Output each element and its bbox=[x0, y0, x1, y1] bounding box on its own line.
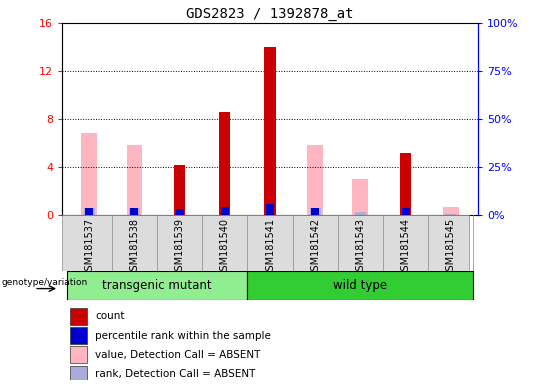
Bar bbox=[265, 47, 275, 215]
Bar bbox=[221, 207, 229, 215]
Bar bbox=[129, 208, 140, 215]
Bar bbox=[84, 208, 94, 215]
Bar bbox=[355, 212, 366, 215]
Bar bbox=[311, 208, 319, 215]
Text: GSM181539: GSM181539 bbox=[174, 218, 185, 277]
Bar bbox=[85, 208, 93, 215]
Text: genotype/variation: genotype/variation bbox=[1, 278, 87, 287]
Bar bbox=[174, 165, 185, 215]
Bar bbox=[130, 208, 138, 215]
Text: GSM181541: GSM181541 bbox=[265, 218, 275, 277]
Bar bbox=[266, 204, 274, 215]
Bar bbox=[219, 112, 231, 215]
Text: GSM181537: GSM181537 bbox=[84, 218, 94, 277]
Bar bbox=[126, 146, 143, 215]
Text: rank, Detection Call = ABSENT: rank, Detection Call = ABSENT bbox=[96, 369, 256, 379]
Text: GSM181538: GSM181538 bbox=[130, 218, 139, 277]
Text: wild type: wild type bbox=[333, 279, 388, 291]
Text: count: count bbox=[96, 311, 125, 321]
Bar bbox=[82, 134, 97, 215]
Bar bbox=[66, 271, 247, 300]
Bar bbox=[70, 346, 87, 363]
Text: GSM181545: GSM181545 bbox=[446, 218, 456, 277]
Bar bbox=[176, 209, 184, 215]
Bar bbox=[446, 214, 456, 215]
Bar bbox=[247, 271, 474, 300]
Bar bbox=[70, 327, 87, 344]
Text: percentile rank within the sample: percentile rank within the sample bbox=[96, 331, 271, 341]
Bar bbox=[307, 146, 323, 215]
Text: GSM181544: GSM181544 bbox=[401, 218, 410, 277]
Bar bbox=[402, 208, 410, 215]
Text: GSM181543: GSM181543 bbox=[355, 218, 366, 277]
Bar bbox=[400, 152, 411, 215]
Bar bbox=[353, 179, 368, 215]
Bar bbox=[70, 366, 87, 382]
Bar bbox=[310, 208, 321, 215]
Text: GSM181542: GSM181542 bbox=[310, 218, 320, 277]
Text: GSM181540: GSM181540 bbox=[220, 218, 230, 277]
Bar bbox=[70, 308, 87, 325]
Bar bbox=[443, 207, 458, 215]
Text: value, Detection Call = ABSENT: value, Detection Call = ABSENT bbox=[96, 350, 261, 360]
Text: transgenic mutant: transgenic mutant bbox=[102, 279, 212, 291]
Title: GDS2823 / 1392878_at: GDS2823 / 1392878_at bbox=[186, 7, 354, 21]
